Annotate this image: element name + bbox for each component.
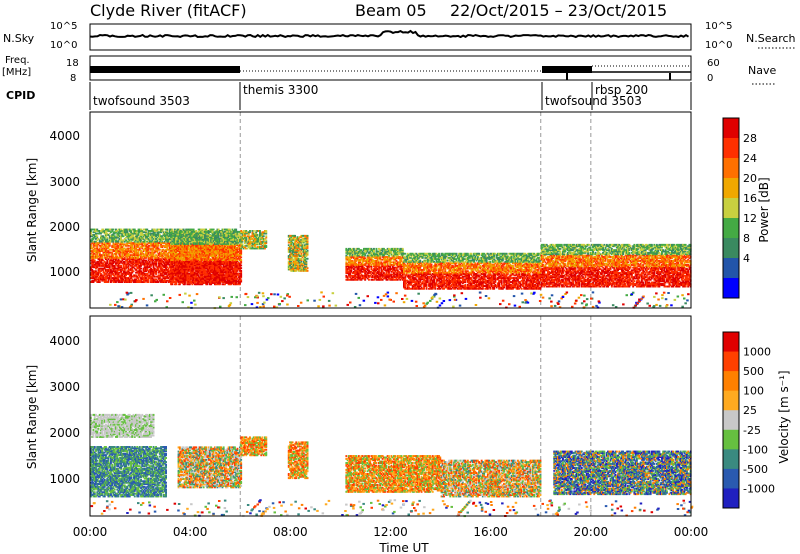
- freq-panel: Freq. [MHz] 18 8 60 0 Nave: [2, 55, 776, 84]
- heatmap-cell: [113, 229, 115, 231]
- cpid-segment-label: twofsound 3503: [93, 94, 190, 108]
- nsky-label: N.Sky: [3, 32, 35, 45]
- heatmap-cell: [96, 235, 98, 237]
- freq-block-2: [542, 66, 592, 73]
- heatmap-cell: [229, 229, 231, 231]
- heatmap-cell: [213, 229, 215, 231]
- freq-tick-top: 18: [66, 58, 79, 69]
- station-title: Clyde River (fitACF): [90, 1, 247, 20]
- heatmap-cell: [190, 281, 192, 283]
- cpid-label: CPID: [6, 89, 35, 102]
- power-heatmap: [90, 112, 692, 309]
- nsearch-label: N.Search: [746, 32, 796, 45]
- heatmap-cell: [94, 260, 96, 262]
- heatmap-cell: [133, 270, 135, 272]
- freq-block-1: [90, 66, 240, 73]
- heatmap-cell: [120, 265, 122, 267]
- nsky-tick-bottom: 10^0: [50, 40, 77, 51]
- heatmap-cell: [159, 249, 161, 251]
- heatmap-cell: [193, 229, 195, 231]
- nave-tick-top: 60: [707, 58, 720, 69]
- power-panel: Slant Range [km] 4000 3000 2000 1000 282…: [25, 112, 771, 309]
- cpid-segment-label: rbsp 200: [595, 83, 648, 97]
- heatmap-cell: [163, 229, 165, 231]
- heatmap-cell: [140, 268, 142, 270]
- freq-label-1: Freq.: [5, 55, 30, 66]
- heatmap-cell: [235, 229, 237, 231]
- heatmap-cell: [176, 252, 178, 254]
- beam-title: Beam 05: [355, 1, 427, 20]
- radar-figure: Clyde River (fitACF) Beam 05 22/Oct/2015…: [0, 0, 800, 554]
- heatmap-cell: [223, 274, 225, 276]
- nave-label: Nave: [748, 64, 776, 77]
- heatmap-cell: [171, 229, 173, 231]
- date-range: 22/Oct/2015 – 23/Oct/2015: [450, 1, 667, 20]
- freq-label-2: [MHz]: [2, 67, 31, 78]
- cpid-segment-label: themis 3300: [243, 83, 318, 97]
- nsearch-tick-bottom: 10^0: [705, 40, 732, 51]
- cpid-row: CPID twofsound 3503 themis 3300 twofsoun…: [6, 82, 691, 110]
- heatmap-cell: [214, 274, 216, 276]
- heatmap-cell: [106, 237, 108, 239]
- heatmap-cell: [193, 274, 195, 276]
- nsky-tick-top: 10^5: [50, 21, 77, 32]
- noise-trace: [90, 31, 689, 37]
- heatmap-cell: [166, 229, 168, 231]
- freq-tick-bottom: 8: [70, 73, 76, 84]
- noise-panel: N.Sky 10^5 10^0 10^5 10^0 N.Search: [3, 21, 796, 51]
- nsearch-tick-top: 10^5: [705, 21, 732, 32]
- heatmap-cell: [212, 231, 214, 233]
- nave-tick-bottom: 0: [707, 73, 713, 84]
